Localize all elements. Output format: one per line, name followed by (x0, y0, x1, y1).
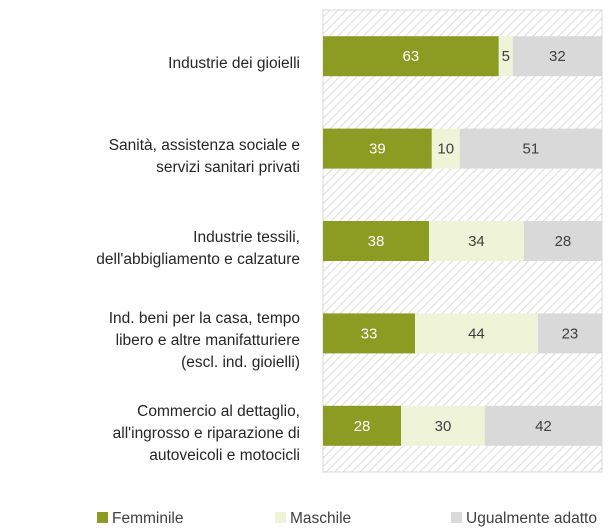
bar-segment (498, 36, 513, 77)
value-label: 32 (549, 48, 566, 65)
value-label: 5 (502, 48, 510, 65)
bar-segment (415, 313, 538, 354)
value-label: 51 (523, 141, 540, 158)
bar-segment (512, 36, 602, 77)
bar-segment (323, 128, 432, 169)
legend-swatch (275, 512, 286, 523)
bar-segment (484, 405, 602, 446)
legend-label: Maschile (290, 510, 351, 527)
value-label: 39 (369, 141, 386, 158)
value-label: 42 (535, 418, 552, 435)
legend-swatch (451, 512, 462, 523)
bar-segment (523, 221, 602, 261)
value-label: 30 (435, 418, 452, 435)
bar-segment (401, 405, 485, 446)
category-label: Ind. beni per la casa, tempo libero e al… (108, 310, 300, 372)
value-label: 34 (468, 233, 485, 250)
value-label: 28 (555, 233, 572, 250)
bar-segment (537, 313, 602, 354)
value-label: 38 (368, 233, 385, 250)
value-label: 23 (562, 325, 579, 342)
legend-swatch (97, 512, 108, 523)
bar-segment (431, 128, 460, 169)
bar-segment (323, 405, 402, 446)
value-label: 10 (437, 141, 454, 158)
category-label: Industrie dei gioielli (168, 55, 300, 73)
value-label: 63 (403, 48, 420, 65)
value-label: 44 (468, 325, 485, 342)
bar-segment (459, 128, 602, 169)
value-label: 33 (361, 325, 378, 342)
bar-segment (429, 221, 524, 261)
legend-label: Femminile (112, 510, 183, 527)
bar-segment (323, 313, 416, 354)
value-label: 28 (354, 418, 371, 435)
category-label: Commercio al dettaglio, all'ingrosso e r… (112, 402, 300, 464)
legend-label: Ugualmente adatto (466, 510, 597, 527)
category-label: Sanità, assistenza sociale e servizi san… (108, 136, 300, 176)
bar-segment (323, 221, 430, 261)
category-label: Industrie tessili, dell'abbigliamento e … (96, 229, 300, 268)
bar-segment (323, 36, 499, 77)
